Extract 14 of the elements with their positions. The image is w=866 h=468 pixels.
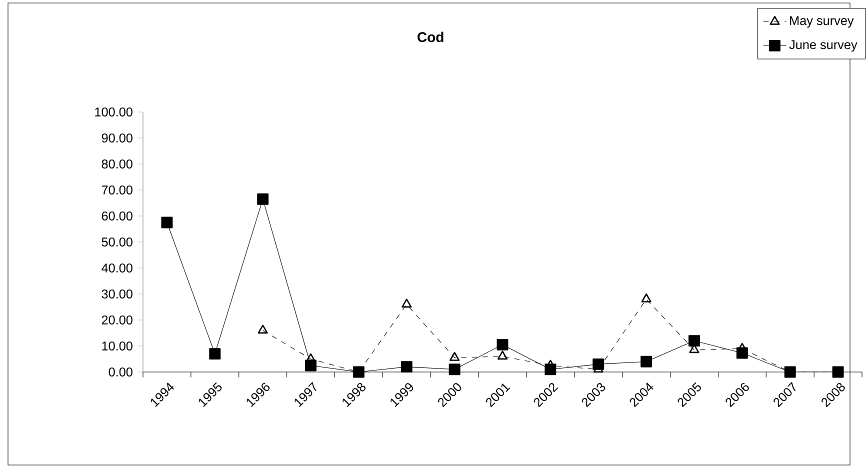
y-tick-label: 100.00 (95, 108, 132, 116)
chart-title: Cod (418, 32, 444, 42)
y-tick-label: 80.00 (102, 160, 132, 168)
y-tick-label: 20.00 (102, 316, 132, 324)
y-tick-label: 0.00 (108, 368, 132, 376)
y-tick-label: 10.00 (102, 342, 132, 350)
y-tick-label: 30.00 (102, 290, 132, 298)
y-tick-label: 40.00 (102, 264, 132, 272)
y-tick-label: 90.00 (102, 134, 132, 142)
legend-label: June survey (789, 40, 858, 52)
y-tick-label: 70.00 (102, 186, 132, 194)
y-tick-label: 60.00 (102, 212, 132, 220)
y-tick-label: 50.00 (102, 238, 132, 246)
legend-label: May survey (790, 16, 854, 28)
